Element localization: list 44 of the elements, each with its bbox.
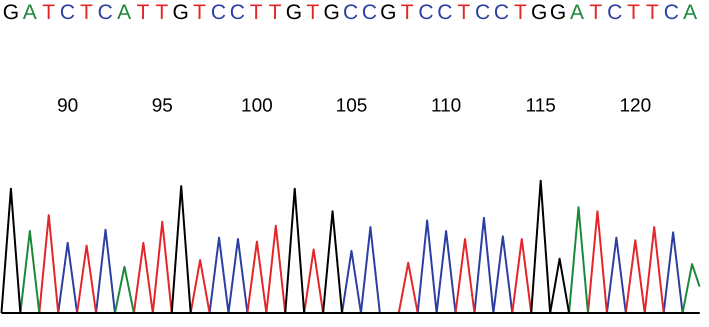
x-tick-label: 115 bbox=[526, 95, 556, 116]
text: G bbox=[550, 0, 566, 24]
x-tick-label: 110 bbox=[430, 95, 462, 116]
x-tick-label: 90 bbox=[57, 95, 78, 116]
text: C bbox=[60, 0, 76, 24]
x-tick-label: 120 bbox=[619, 95, 652, 116]
text: G bbox=[531, 0, 548, 24]
text: T bbox=[400, 0, 414, 24]
text: T bbox=[627, 0, 640, 24]
text: C bbox=[418, 0, 434, 24]
text: G bbox=[2, 0, 20, 24]
text: T bbox=[80, 0, 93, 24]
text: C bbox=[230, 0, 245, 24]
text: C bbox=[437, 0, 452, 24]
text: T bbox=[193, 0, 206, 24]
text: T bbox=[514, 0, 527, 24]
text: T bbox=[250, 0, 263, 24]
text: C bbox=[342, 0, 358, 24]
x-tick-label: 95 bbox=[152, 95, 173, 116]
text: T bbox=[155, 0, 168, 24]
text: G bbox=[323, 0, 340, 24]
text: G bbox=[172, 0, 189, 24]
text: G bbox=[286, 0, 302, 24]
text: T bbox=[589, 0, 602, 24]
text: T bbox=[646, 0, 660, 24]
text: A bbox=[22, 0, 37, 24]
text: T bbox=[42, 0, 56, 24]
text: T bbox=[136, 0, 150, 24]
x-tick-label: 100 bbox=[241, 95, 273, 116]
text: C bbox=[664, 0, 679, 24]
text: C bbox=[362, 0, 377, 24]
text: C bbox=[475, 0, 490, 24]
text: T bbox=[306, 0, 320, 24]
text: C bbox=[98, 0, 113, 24]
text: C bbox=[494, 0, 510, 24]
text: A bbox=[683, 0, 698, 24]
text: C bbox=[210, 0, 226, 24]
x-tick-label: 105 bbox=[336, 95, 368, 116]
text: T bbox=[457, 0, 470, 24]
text: A bbox=[117, 0, 132, 24]
text: A bbox=[570, 0, 584, 24]
text: T bbox=[268, 0, 282, 24]
text: C bbox=[607, 0, 622, 24]
text: G bbox=[380, 0, 396, 24]
